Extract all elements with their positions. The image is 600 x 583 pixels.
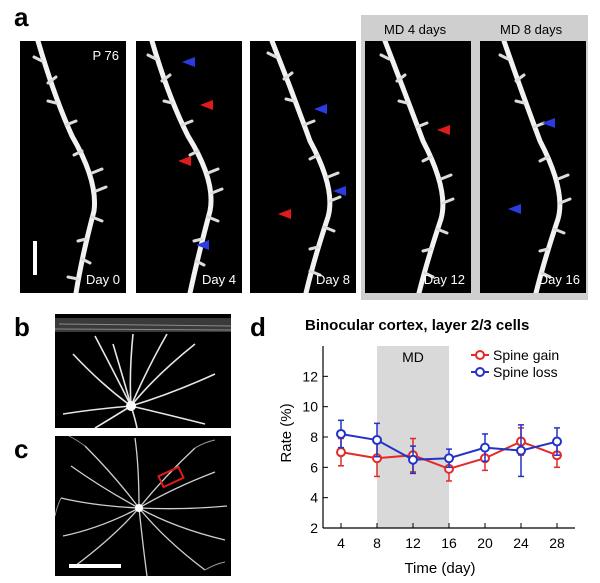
loss-arrow — [196, 240, 209, 250]
x-tick-label: 8 — [373, 535, 381, 551]
spine-loss-point — [480, 442, 490, 453]
spine-loss-point — [516, 445, 526, 456]
x-tick-label: 20 — [477, 535, 493, 551]
loss-arrow — [333, 186, 346, 196]
dendrite-image-day0: P 76 Day 0 — [20, 41, 126, 293]
loss-arrow — [182, 57, 195, 67]
legend-spine-loss-marker — [475, 367, 485, 377]
md-8-days-label: MD 8 days — [500, 22, 563, 37]
panel-letter-a: a — [14, 2, 29, 32]
day-label-12: Day 12 — [423, 272, 465, 287]
dendrite-drawing — [379, 41, 455, 293]
dendrite-image-day4: Day 4 — [136, 41, 242, 293]
loss-arrow — [542, 118, 555, 128]
panel-letter-b: b — [14, 312, 30, 342]
y-tick-label: 6 — [310, 459, 318, 475]
loss-arrow — [314, 104, 327, 114]
x-tick-label: 24 — [513, 535, 529, 551]
y-axis-label: Rate (%) — [278, 403, 295, 462]
x-tick-label: 4 — [337, 535, 345, 551]
age-label: P 76 — [92, 48, 119, 63]
legend-spine-gain-label: Spine gain — [493, 347, 559, 363]
legend-spine-gain-marker — [475, 350, 485, 360]
dendrite-drawing — [266, 41, 346, 293]
dendrite-drawing — [146, 41, 224, 293]
x-axis-label: Time (day) — [404, 560, 475, 577]
gain-arrow — [437, 125, 450, 135]
dendrite-drawing — [498, 41, 572, 293]
legend-spine-loss-label: Spine loss — [493, 364, 558, 380]
y-tick-label: 2 — [310, 520, 318, 536]
y-tick-label: 8 — [310, 429, 318, 445]
dendrite-image-day16: Day 16 — [480, 41, 586, 293]
x-tick-label: 12 — [405, 535, 421, 551]
neuron-top-view-image — [55, 436, 231, 576]
day-label-0: Day 0 — [86, 272, 120, 287]
chart-title: Binocular cortex, layer 2/3 cells — [305, 317, 530, 334]
neuron-drawing — [55, 436, 228, 576]
panel-letter-d: d — [250, 312, 266, 342]
x-tick-label: 16 — [441, 535, 457, 551]
spine-loss-point — [444, 453, 454, 464]
y-tick-label: 12 — [302, 368, 318, 384]
day-label-4: Day 4 — [202, 272, 236, 287]
x-tick-label: 28 — [549, 535, 565, 551]
gain-arrow — [178, 156, 191, 166]
neuron-side-view-image — [55, 314, 231, 428]
spine-loss-point — [552, 436, 562, 447]
spine-loss-point — [372, 435, 382, 446]
day-label-8: Day 8 — [316, 272, 350, 287]
spine-gain-point — [336, 447, 346, 458]
roi-box — [157, 465, 185, 489]
dendrite-drawing — [32, 41, 108, 293]
md-region-label: MD — [402, 349, 424, 365]
spine-loss-point — [336, 428, 346, 439]
y-tick-label: 4 — [310, 490, 318, 506]
scale-bar — [33, 241, 37, 275]
panel-letter-c: c — [14, 434, 29, 464]
md-4-days-label: MD 4 days — [384, 22, 447, 37]
scale-bar — [69, 564, 121, 568]
md-shaded-region — [377, 346, 449, 528]
day-label-16: Day 16 — [538, 272, 580, 287]
gain-arrow — [200, 100, 213, 110]
dendrite-image-day12: Day 12 — [365, 41, 471, 293]
dendrite-image-day8: Day 8 — [250, 41, 356, 293]
loss-arrow — [508, 204, 521, 214]
spine-loss-point — [408, 454, 418, 465]
gain-arrow — [278, 209, 291, 219]
y-tick-label: 10 — [302, 399, 318, 415]
neuron-drawing — [55, 318, 231, 428]
